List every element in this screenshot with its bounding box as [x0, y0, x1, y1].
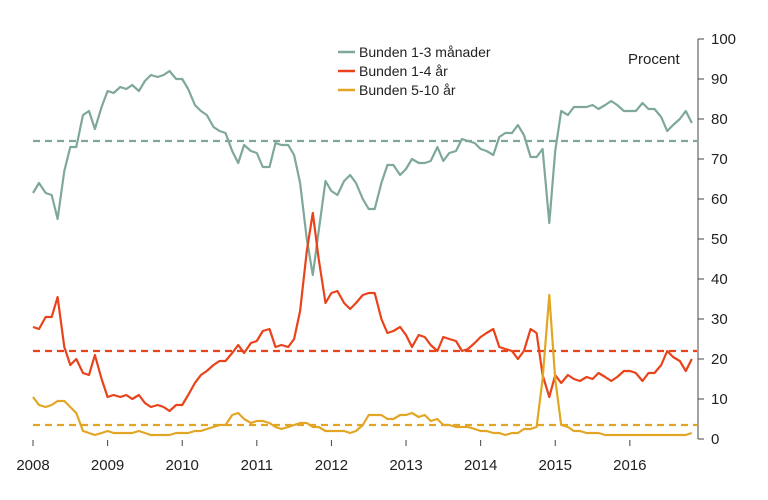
- x-tick-label: 2013: [389, 457, 422, 474]
- y-tick-label: 40: [711, 271, 728, 288]
- series-lines: [32, 69, 693, 437]
- x-tick-label: 2015: [539, 457, 572, 474]
- x-tick-label: 2016: [613, 457, 646, 474]
- y-tick-label: 10: [711, 391, 728, 408]
- legend: Bunden 1-3 månader Bunden 1-4 år Bunden 5-…: [338, 44, 491, 98]
- x-axis-ticks: 2008 2009 2010 2011 2012 2013 2014 2015 2016: [16, 440, 647, 474]
- y-tick-label: 70: [711, 151, 728, 168]
- series-line-2: [32, 293, 693, 437]
- y-tick-label: 100: [711, 31, 736, 48]
- legend-label-2: Bunden 5-10 år: [359, 82, 456, 98]
- x-tick-label: 2010: [166, 457, 199, 474]
- y-tick-label: 90: [711, 71, 728, 88]
- y-axis-ticks: 0 10 20 30 40 50 60 70 80 90 100: [698, 31, 736, 448]
- y-tick-label: 30: [711, 311, 728, 328]
- series-line-1: [32, 211, 693, 413]
- y-tick-label: 50: [711, 231, 728, 248]
- average-lines: [33, 139, 697, 427]
- y-tick-label: 60: [711, 191, 728, 208]
- legend-label-1: Bunden 1-4 år: [359, 63, 448, 79]
- x-tick-label: 2009: [91, 457, 124, 474]
- legend-label-0: Bunden 1-3 månader: [359, 44, 491, 60]
- x-tick-label: 2012: [315, 457, 348, 474]
- x-tick-label: 2008: [16, 457, 49, 474]
- unit-label: Procent: [628, 51, 681, 68]
- x-tick-label: 2011: [241, 457, 273, 474]
- y-tick-label: 0: [711, 431, 719, 448]
- series-line-0: [32, 69, 693, 277]
- y-tick-label: 20: [711, 351, 728, 368]
- x-tick-label: 2014: [464, 457, 497, 474]
- y-tick-label: 80: [711, 111, 728, 128]
